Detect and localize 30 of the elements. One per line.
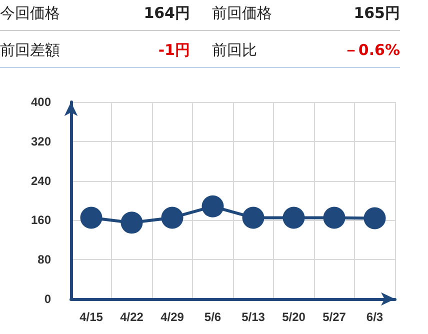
y-tick-label: 80 — [38, 252, 52, 267]
text: 164円 — [95, 0, 190, 31]
point — [242, 206, 264, 229]
text: 前回差額 — [0, 37, 95, 68]
x-tick-label: 5/20 — [282, 310, 306, 324]
y-tick-label: 160 — [30, 213, 52, 228]
x-tick-label: 4/22 — [120, 310, 144, 324]
x-tick-label: 6/3 — [366, 310, 384, 324]
x-tick-label: 5/27 — [322, 310, 346, 324]
point — [161, 206, 184, 229]
y-tick-label: 240 — [30, 174, 52, 188]
text: 今回価格 — [0, 0, 95, 31]
point — [120, 212, 143, 234]
point — [323, 206, 346, 229]
x-tick-label: 4/29 — [160, 310, 184, 324]
point — [364, 207, 386, 230]
x-tick-label: 5/6 — [204, 310, 222, 324]
text: －0.6% — [305, 37, 400, 68]
point — [80, 206, 102, 229]
text: -1円 — [95, 37, 190, 68]
x-tick-label: 5/13 — [242, 310, 266, 324]
x-tick-label: 4/15 — [80, 310, 104, 324]
y-tick-label: 400 — [30, 95, 52, 109]
text: 165円 — [305, 0, 400, 31]
text: 前回比 — [190, 37, 305, 68]
text: 前回価格 — [190, 0, 305, 31]
point — [282, 206, 305, 229]
y-tick-label: 320 — [30, 134, 52, 148]
point — [202, 195, 224, 218]
y-tick-label: 0 — [44, 292, 52, 306]
